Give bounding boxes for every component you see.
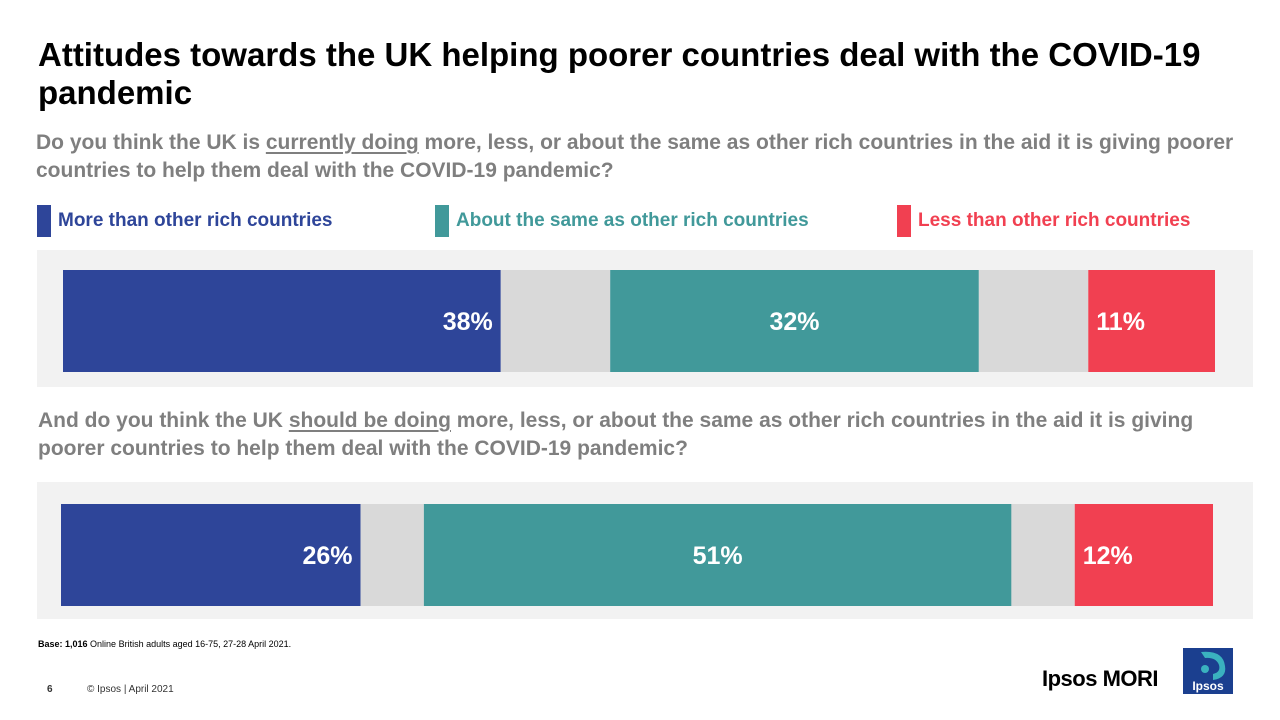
logo-text: Ipsos	[1192, 679, 1224, 693]
brand-name: Ipsos MORI	[1042, 666, 1159, 691]
bar-segment-other-1	[360, 504, 424, 606]
bar-segment-less-than-other-rich-countries-4	[1074, 504, 1213, 606]
chart-panel-should: 26% 51% 12%	[37, 482, 1253, 619]
stacked-bar-chart-should: 26% 51% 12%	[61, 504, 1213, 606]
base-note-bold: Base: 1,016	[38, 639, 88, 649]
question-should: And do you think the UK should be doing …	[38, 407, 1248, 463]
bar-segment-more-than-other-rich-countries-0	[63, 270, 501, 372]
legend-item-more: More than other rich countries	[37, 205, 332, 237]
bar-segment-about-the-same-as-other-rich-countries-2	[423, 504, 1012, 606]
question-current: Do you think the UK is currently doing m…	[36, 129, 1246, 185]
legend-swatch-less	[897, 205, 911, 237]
copyright: © Ipsos | April 2021	[87, 684, 174, 695]
ipsos-logo-icon: Ipsos	[1183, 648, 1233, 694]
base-note-text: Online British adults aged 16-75, 27-28 …	[87, 639, 292, 649]
bar-segment-more-than-other-rich-countries-0	[61, 504, 361, 606]
legend-label-more: More than other rich countries	[58, 210, 333, 231]
data-label-less-than-other-rich-countries: 11%	[1096, 308, 1145, 336]
bar-segment-less-than-other-rich-countries-4	[1088, 270, 1215, 372]
bar-segment-about-the-same-as-other-rich-countries-2	[610, 270, 979, 372]
legend-swatch-more	[37, 205, 51, 237]
data-label-less-than-other-rich-countries: 12%	[1083, 542, 1133, 570]
legend-swatch-same	[435, 205, 449, 237]
question-should-suffix: more, less, or about the same as other r…	[38, 409, 1194, 460]
legend-label-same: About the same as other rich countries	[456, 210, 809, 231]
bar-segment-other-1	[500, 270, 611, 372]
stacked-bar-chart-current: 38% 32% 11%	[63, 270, 1215, 372]
question-current-suffix: more, less, or about the same as other r…	[36, 131, 1234, 182]
data-label-more-than-other-rich-countries: 26%	[302, 542, 352, 570]
data-label-more-than-other-rich-countries: 38%	[443, 308, 493, 336]
legend-item-less: Less than other rich countries	[897, 205, 1190, 237]
question-should-emphasis: should be doing	[288, 409, 451, 432]
base-note: Base: 1,016 Online British adults aged 1…	[38, 639, 291, 649]
page-number: 6	[47, 684, 53, 695]
legend-label-less: Less than other rich countries	[918, 210, 1191, 231]
bar-segment-other-3	[978, 270, 1089, 372]
page-title: Attitudes towards the UK helping poorer …	[38, 36, 1201, 111]
bar-segment-other-3	[1011, 504, 1075, 606]
question-current-emphasis: currently doing	[265, 131, 419, 154]
legend-item-same: About the same as other rich countries	[435, 205, 809, 237]
question-current-prefix: Do you think the UK is	[36, 131, 266, 154]
data-label-about-the-same-as-other-rich-countries: 51%	[693, 542, 743, 570]
chart-panel-current: 38% 32% 11%	[37, 250, 1253, 387]
data-label-about-the-same-as-other-rich-countries: 32%	[769, 308, 819, 336]
question-should-prefix: And do you think the UK	[38, 409, 289, 432]
